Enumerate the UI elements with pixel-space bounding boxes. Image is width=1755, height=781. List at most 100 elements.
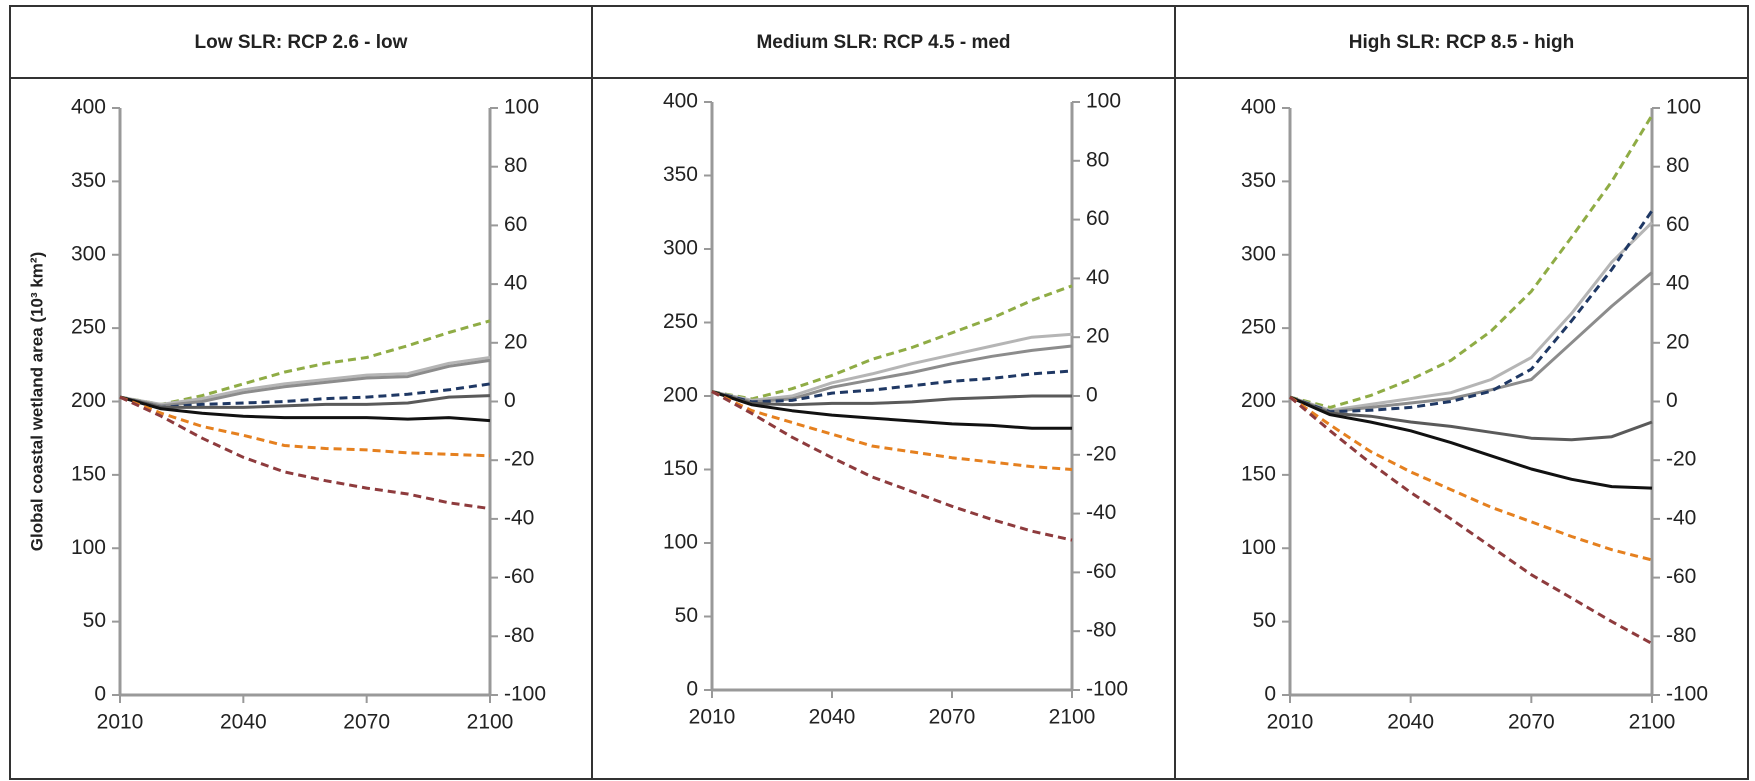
y-tick-label: 50 [1253, 609, 1276, 632]
y2-tick-label: 40 [504, 272, 527, 295]
y2-tick-label: -100 [1086, 678, 1128, 701]
series-line [119, 356, 491, 406]
y-tick-label: 100 [1241, 536, 1276, 559]
y2-tick-label: 0 [504, 389, 516, 412]
y-tick-label: 300 [1241, 242, 1276, 265]
y2-tick-label: -40 [504, 506, 534, 529]
series-line [711, 390, 1073, 471]
series-line [711, 390, 1072, 430]
y-axis-label: Global coastal wetland area (10³ km²) [27, 252, 46, 551]
y-tick-label: 350 [71, 169, 106, 192]
y2-tick-label: 0 [1086, 384, 1098, 407]
x-tick-label: 2010 [97, 711, 144, 734]
y-tick-label: 0 [686, 678, 698, 701]
y2-tick-label: -60 [504, 565, 534, 588]
series-line [119, 395, 491, 511]
series-line [1289, 395, 1653, 442]
y2-tick-label: -80 [504, 624, 534, 647]
panel-title: High SLR: RCP 8.5 - high [1349, 32, 1575, 53]
y-tick-label: 0 [1264, 683, 1276, 706]
y-tick-label: 300 [663, 237, 698, 260]
x-tick-label: 2040 [220, 711, 267, 734]
panel-title: Medium SLR: RCP 4.5 - med [756, 32, 1010, 53]
series-line [711, 284, 1073, 401]
y-tick-label: 250 [71, 316, 106, 339]
y-tick-label: 50 [83, 609, 106, 632]
y-tick-label: 350 [663, 163, 698, 186]
y2-tick-label: 0 [1666, 389, 1678, 412]
series-line [1289, 395, 1653, 562]
series-line [711, 332, 1073, 402]
y-tick-label: 250 [1241, 316, 1276, 339]
y2-tick-label: 60 [504, 213, 527, 236]
y2-tick-label: 40 [1086, 266, 1109, 289]
y2-tick-label: -80 [1666, 624, 1696, 647]
outer-frame [9, 5, 1749, 780]
series-line [119, 358, 491, 408]
series-line [1289, 271, 1653, 414]
y-tick-label: 100 [663, 531, 698, 554]
x-tick-label: 2010 [1267, 711, 1314, 734]
x-tick-label: 2100 [467, 711, 514, 734]
y-tick-label: 0 [94, 683, 106, 706]
y-tick-label: 400 [71, 96, 106, 119]
y-tick-label: 150 [663, 457, 698, 480]
y-tick-label: 200 [1241, 389, 1276, 412]
panel-title: Low SLR: RCP 2.6 - low [195, 32, 408, 53]
x-tick-label: 2070 [343, 711, 390, 734]
x-tick-label: 2070 [929, 706, 976, 729]
y2-tick-label: -100 [504, 683, 546, 706]
y2-tick-label: 100 [504, 96, 539, 119]
y-tick-label: 150 [1241, 462, 1276, 485]
x-tick-label: 2070 [1508, 711, 1555, 734]
series-line [1289, 221, 1654, 412]
y2-tick-label: -40 [1086, 501, 1116, 524]
y2-tick-label: -40 [1666, 506, 1696, 529]
y2-tick-label: -20 [1666, 448, 1696, 471]
series-line [119, 395, 491, 458]
y2-tick-label: -60 [1666, 565, 1696, 588]
y-tick-label: 150 [71, 462, 106, 485]
series-line [119, 382, 491, 409]
x-tick-label: 2040 [1387, 711, 1434, 734]
y-tick-label: 400 [1241, 96, 1276, 119]
y2-tick-label: 100 [1666, 96, 1701, 119]
x-tick-label: 2100 [1629, 711, 1676, 734]
y2-tick-label: -100 [1666, 683, 1708, 706]
y2-tick-label: -20 [1086, 442, 1116, 465]
y2-tick-label: -60 [1086, 560, 1116, 583]
y-tick-label: 50 [675, 604, 698, 627]
series-line [711, 369, 1073, 404]
series-line [119, 395, 491, 423]
series-line [1289, 395, 1653, 490]
y-tick-label: 300 [71, 242, 106, 265]
y2-tick-label: 20 [504, 330, 527, 353]
y-tick-label: 250 [663, 310, 698, 333]
y2-tick-label: -80 [1086, 619, 1116, 642]
series-line [1289, 114, 1654, 409]
y2-tick-label: 80 [1086, 148, 1109, 171]
series-line [1289, 395, 1653, 645]
y2-tick-label: 60 [1666, 213, 1689, 236]
series-line [1289, 209, 1654, 414]
series-line [711, 390, 1072, 407]
y2-tick-label: 20 [1086, 325, 1109, 348]
y-tick-label: 400 [663, 90, 698, 113]
y-tick-label: 100 [71, 536, 106, 559]
y-tick-label: 350 [1241, 169, 1276, 192]
y2-tick-label: 80 [504, 154, 527, 177]
x-tick-label: 2100 [1049, 706, 1096, 729]
y2-tick-label: 60 [1086, 207, 1109, 230]
y2-tick-label: 40 [1666, 272, 1689, 295]
y2-tick-label: 100 [1086, 90, 1121, 113]
x-tick-label: 2010 [689, 706, 736, 729]
series-line [119, 394, 491, 409]
y2-tick-label: 20 [1666, 330, 1689, 353]
series-line [711, 344, 1073, 404]
y2-tick-label: 80 [1666, 154, 1689, 177]
series-line [711, 390, 1073, 542]
x-tick-label: 2040 [809, 706, 856, 729]
series-line [119, 319, 491, 406]
y2-tick-label: -20 [504, 448, 534, 471]
